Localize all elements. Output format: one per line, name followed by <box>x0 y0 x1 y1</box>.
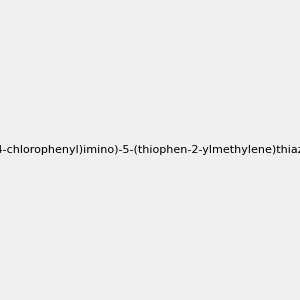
Text: (4Z,5Z)-4-((4-chlorophenyl)imino)-5-(thiophen-2-ylmethylene)thiazolidin-2-one: (4Z,5Z)-4-((4-chlorophenyl)imino)-5-(thi… <box>0 145 300 155</box>
